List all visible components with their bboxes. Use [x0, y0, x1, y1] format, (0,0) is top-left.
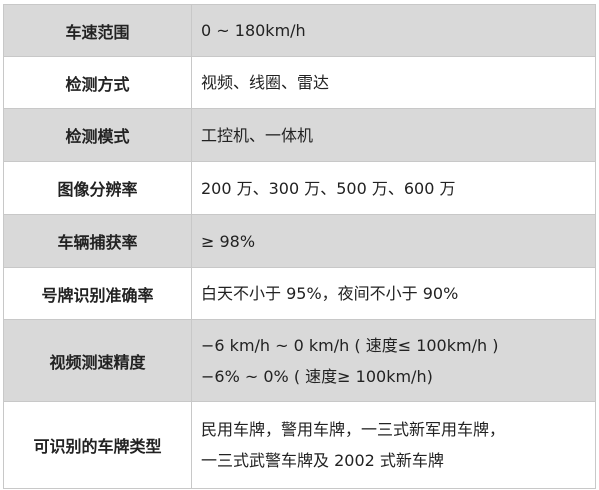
value-line: 视频、线圈、雷达: [201, 73, 330, 92]
value-line: −6% ~ 0% ( 速度≥ 100km/h): [201, 366, 433, 386]
row-value: 民用车牌，警用车牌，一三式新军用车牌， 一三式武警车牌及 2002 式新车牌: [192, 402, 595, 488]
value-line: 一三式武警车牌及 2002 式新车牌: [201, 451, 444, 470]
spec-table: 车速范围 0 ~ 180km/h 检测方式 视频、线圈、雷达 检测模式 工控机、一体机 图像…: [3, 4, 596, 489]
row-value: 白天不小于 95%，夜间不小于 90%: [192, 268, 595, 319]
row-label: 车速范围: [4, 5, 192, 56]
table-row: 检测方式 视频、线圈、雷达: [4, 57, 595, 109]
row-value: 视频、线圈、雷达: [192, 57, 595, 108]
row-label: 检测方式: [4, 57, 192, 108]
value-line: 工控机、一体机: [201, 125, 314, 145]
table-row: 图像分辨率 200 万、300 万、500 万、600 万: [4, 162, 595, 215]
row-value: 0 ~ 180km/h: [192, 5, 595, 56]
row-label: 号牌识别准确率: [4, 268, 192, 319]
row-label: 图像分辨率: [4, 162, 192, 214]
value-line: 白天不小于 95%，夜间不小于 90%: [201, 284, 459, 303]
row-value: ≥ 98%: [192, 215, 595, 267]
row-label: 视频测速精度: [4, 320, 192, 401]
row-value: −6 km/h ~ 0 km/h ( 速度≤ 100km/h ) −6% ~ 0…: [192, 320, 595, 401]
row-label: 车辆捕获率: [4, 215, 192, 267]
value-line: 民用车牌，警用车牌，一三式新军用车牌，: [201, 420, 506, 439]
table-row: 车辆捕获率 ≥ 98%: [4, 215, 595, 268]
table-row: 可识别的车牌类型 民用车牌，警用车牌，一三式新军用车牌， 一三式武警车牌及 2002…: [4, 402, 595, 488]
table-row: 号牌识别准确率 白天不小于 95%，夜间不小于 90%: [4, 268, 595, 320]
value-line: −6 km/h ~ 0 km/h ( 速度≤ 100km/h ): [201, 335, 499, 355]
table-row: 检测模式 工控机、一体机: [4, 109, 595, 162]
value-line: 200 万、300 万、500 万、600 万: [201, 178, 456, 198]
row-value: 200 万、300 万、500 万、600 万: [192, 162, 595, 214]
table-row: 视频测速精度 −6 km/h ~ 0 km/h ( 速度≤ 100km/h ) −…: [4, 320, 595, 402]
value-line: ≥ 98%: [201, 231, 256, 251]
row-label: 可识别的车牌类型: [4, 402, 192, 488]
row-label: 检测模式: [4, 109, 192, 161]
row-value: 工控机、一体机: [192, 109, 595, 161]
value-line: 0 ~ 180km/h: [201, 21, 306, 40]
table-row: 车速范围 0 ~ 180km/h: [4, 5, 595, 57]
